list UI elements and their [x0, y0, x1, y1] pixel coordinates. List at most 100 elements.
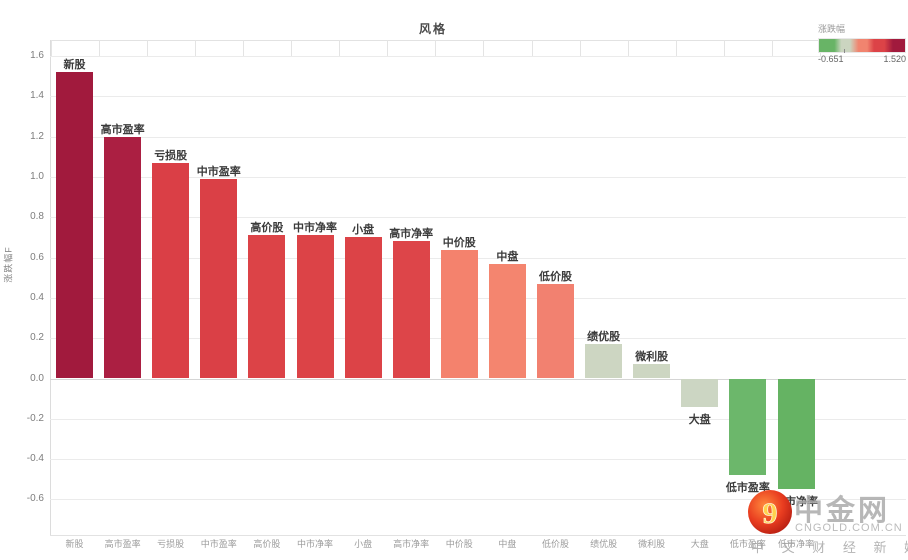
- y-tick-label: 0.4: [30, 291, 44, 303]
- bar-label: 低市盈率: [725, 482, 770, 495]
- x-axis-label: 微利股: [638, 539, 666, 549]
- bar-label: 亏损股: [154, 149, 188, 162]
- column-tick: [50, 40, 52, 56]
- gridline: [50, 257, 906, 259]
- y-tick-label: 0.6: [30, 251, 44, 263]
- column-tick: [339, 40, 341, 56]
- column-tick: [483, 40, 485, 56]
- bar[interactable]: [440, 249, 478, 379]
- bar[interactable]: [681, 378, 719, 407]
- svg-text:9: 9: [763, 497, 778, 530]
- bar[interactable]: [729, 378, 767, 476]
- bar[interactable]: [344, 237, 382, 379]
- gridline: [50, 177, 906, 178]
- y-tick-label: 0.0: [30, 372, 44, 384]
- bar-label: 高市净率: [389, 228, 434, 241]
- column-tick: [194, 40, 196, 56]
- y-tick-label: -0.4: [26, 453, 44, 465]
- y-tick-label: -0.2: [26, 412, 44, 424]
- legend-title: 涨跌幅: [818, 24, 846, 34]
- y-tick-label: 0.8: [30, 211, 44, 223]
- legend-gradient-bar[interactable]: [818, 38, 906, 53]
- bar[interactable]: [152, 162, 190, 379]
- column-tick: [772, 40, 773, 56]
- y-tick-label: 1.0: [30, 171, 44, 182]
- bar-label: 大盘: [688, 413, 711, 426]
- column-tick: [579, 40, 581, 56]
- y-tick-label: 1.4: [30, 90, 44, 102]
- x-axis-label: 新股: [65, 539, 84, 549]
- y-tick-label: 1.2: [30, 130, 44, 142]
- watermark-tagline: 中 文 财 经 新 媒 体: [751, 540, 908, 555]
- legend-min-label: -0.651: [818, 54, 844, 64]
- column-tick: [146, 40, 148, 56]
- gridline: [50, 217, 906, 219]
- legend-zero-tick: [844, 49, 845, 53]
- y-tick-label: 0.2: [30, 332, 44, 344]
- x-axis-label: 高市净率: [393, 539, 430, 549]
- watermark-brand: 中金网: [794, 495, 891, 527]
- bar-label: 高市盈率: [100, 123, 145, 136]
- column-tick: [627, 40, 629, 56]
- bar-label: 绩优股: [587, 331, 621, 344]
- column-tick: [387, 40, 389, 56]
- plot-bottom-border: [50, 535, 906, 536]
- x-axis-label: 中价股: [445, 539, 473, 549]
- gridline: [50, 136, 906, 138]
- gridline: [50, 459, 906, 461]
- bar[interactable]: [200, 179, 238, 379]
- x-axis-label: 高市盈率: [104, 539, 141, 549]
- bar-label: 中价股: [442, 236, 476, 249]
- bar[interactable]: [248, 235, 286, 379]
- gridline: [50, 418, 906, 420]
- x-axis-label: 小盘: [354, 539, 373, 549]
- bar-label: 微利股: [635, 351, 669, 364]
- x-axis-label: 中市盈率: [200, 539, 237, 549]
- bar-label: 高价股: [250, 222, 284, 235]
- cngold-logo-icon: 9: [748, 490, 792, 534]
- bar-label: 新股: [63, 59, 86, 72]
- gridline: [50, 96, 906, 98]
- column-tick: [435, 40, 437, 56]
- column-tick: [531, 40, 533, 56]
- x-axis-label: 大盘: [690, 539, 709, 549]
- legend: 涨跌幅 -0.651 1.520: [818, 22, 906, 64]
- y-tick-label: 1.6: [30, 50, 44, 62]
- bar[interactable]: [296, 235, 334, 379]
- bar[interactable]: [104, 136, 142, 379]
- bar-label: 中市盈率: [196, 166, 241, 178]
- bar-label: 小盘: [352, 224, 375, 237]
- x-axis-label: 中市净率: [296, 539, 334, 549]
- y-axis-line: [50, 40, 51, 535]
- column-tick: [675, 40, 677, 56]
- legend-max-label: 1.520: [883, 54, 906, 64]
- x-axis-label: 低价股: [541, 539, 570, 549]
- gridline: [50, 378, 906, 380]
- watermark-domain: CNGOLD.COM.CN: [795, 522, 903, 534]
- bar[interactable]: [585, 344, 623, 379]
- bar[interactable]: [537, 283, 574, 379]
- bar[interactable]: [56, 72, 93, 379]
- chart-title: 风格: [418, 22, 447, 36]
- gridline: [50, 56, 906, 58]
- x-axis-label: 亏损股: [157, 539, 185, 549]
- bar[interactable]: [633, 364, 671, 379]
- y-tick-label: -0.6: [26, 493, 44, 505]
- column-tick: [723, 40, 725, 56]
- bar[interactable]: [392, 241, 430, 379]
- bar[interactable]: [488, 263, 526, 379]
- column-tick: [291, 40, 292, 56]
- y-axis-title: 涨跌幅F: [3, 246, 14, 283]
- x-axis-label: 中盘: [498, 539, 517, 549]
- x-axis-label: 绩优股: [590, 539, 618, 549]
- gridline: [50, 297, 906, 299]
- bar-label: 低价股: [539, 270, 572, 283]
- bar[interactable]: [777, 378, 815, 490]
- column-tick: [98, 40, 100, 56]
- bar-label: 中市净率: [293, 222, 337, 235]
- column-tick: [242, 40, 244, 56]
- x-axis-label: 高价股: [253, 539, 281, 549]
- x-axis-label: 低市净率: [777, 539, 815, 549]
- gridline: [50, 338, 906, 340]
